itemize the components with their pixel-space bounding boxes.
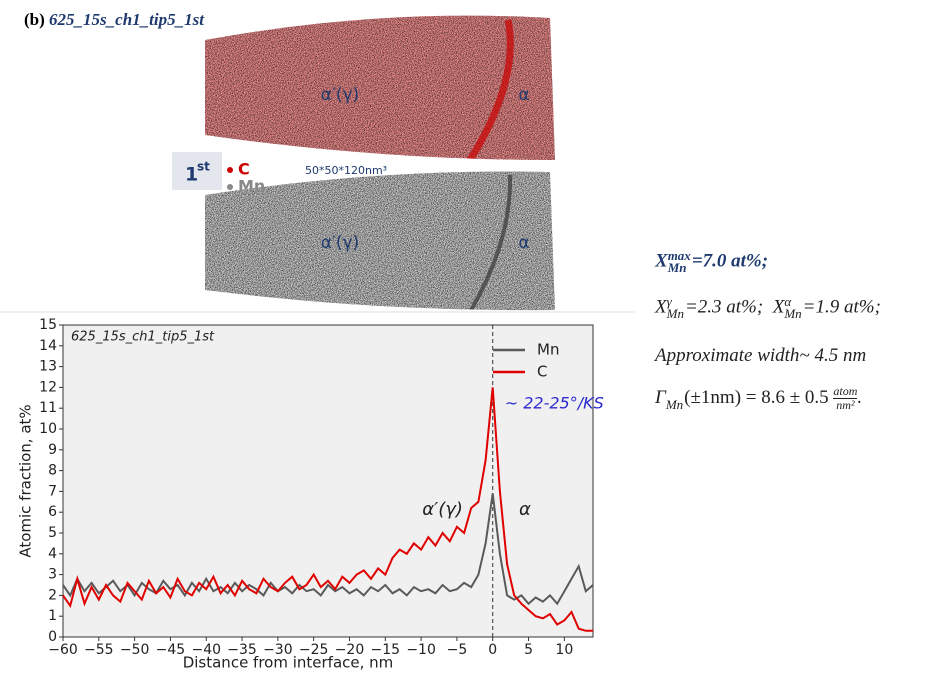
annotation: α′(γ) — [422, 499, 463, 520]
sub: Mn — [667, 260, 687, 275]
x-tick-label: −15 — [371, 642, 401, 658]
legend-label: C — [537, 363, 547, 381]
phase-label: α′(γ) — [321, 233, 359, 253]
value: =2.3 at%; — [684, 296, 764, 318]
legend-dot — [227, 184, 233, 190]
x-tick-label: −30 — [263, 642, 293, 658]
header: (b) 625_15s_ch1_tip5_1st — [24, 10, 204, 30]
y-tick-label: 4 — [48, 546, 57, 562]
y-tick-label: 10 — [39, 421, 57, 437]
x-tick-label: −10 — [406, 642, 436, 658]
phase-label: α — [518, 85, 529, 105]
chart: −60 −55 −50 −45 −40 −35 −30 −25 −20 −15 −10 −5 0 5 100… — [17, 317, 604, 672]
annotation: α — [519, 499, 531, 520]
y-tick-label: 12 — [39, 379, 57, 395]
x-tick-label: −5 — [447, 642, 468, 658]
tag-suffix: st — [197, 160, 210, 174]
x-tick-label: −25 — [299, 642, 329, 658]
y-tick-label: 14 — [39, 338, 57, 354]
y-tick-label: 9 — [48, 442, 57, 458]
value: =7.0 at%; — [691, 250, 769, 272]
value: =1.9 at%; — [802, 296, 881, 318]
x-tick-label: 5 — [524, 642, 533, 658]
y-tick-label: 2 — [48, 587, 57, 603]
denominator: nm² — [836, 398, 855, 412]
y-axis-label: Atomic fraction, at% — [17, 404, 35, 557]
x-tick-label: 10 — [555, 642, 573, 658]
x-tick-label: −50 — [120, 642, 150, 658]
x-axis-label: Distance from interface, nm — [183, 654, 394, 672]
punct: . — [857, 386, 863, 408]
formula: Approximate width~ 4.5 nm — [655, 345, 867, 366]
volume-size: 50*50*120nm³ — [305, 164, 387, 177]
y-tick-label: 7 — [48, 483, 57, 499]
inner-title: 625_15s_ch1_tip5_1st — [71, 330, 215, 345]
atom-map-mn — [205, 171, 555, 311]
x-tick-label: −20 — [335, 642, 365, 658]
header-title: 625_15s_ch1_tip5_1st — [49, 10, 204, 29]
sup: γ — [666, 294, 672, 309]
y-tick-label: 13 — [39, 359, 57, 375]
y-tick-label: 6 — [48, 504, 57, 520]
atom-map-c — [205, 15, 555, 160]
y-tick-label: 0 — [48, 629, 57, 645]
tag-box — [172, 152, 222, 190]
species-label: C — [238, 160, 250, 179]
sub: Mn — [665, 396, 684, 412]
numerator: atom — [833, 384, 858, 399]
x-tick-label: −60 — [48, 642, 78, 658]
sub: Mn — [784, 306, 802, 321]
y-tick-label: 8 — [48, 463, 57, 479]
series-line — [62, 387, 593, 632]
x-tick-label: −40 — [191, 642, 221, 658]
legend-dot — [227, 167, 233, 173]
value: (±1nm) = 8.6 ± 0.5 — [684, 386, 829, 408]
y-tick-label: 1 — [48, 608, 57, 624]
sup: α — [784, 294, 792, 309]
symbol: X — [655, 296, 667, 318]
x-tick-label: −45 — [156, 642, 186, 658]
annotation: ~ 22-25°/KS — [505, 394, 604, 413]
x-tick-label: 0 — [488, 642, 497, 658]
panel-label: (b) — [24, 10, 45, 29]
y-tick-label: 5 — [48, 525, 57, 541]
sub: Mn — [666, 306, 684, 321]
symbol: X — [655, 250, 668, 272]
x-tick-label: −35 — [227, 642, 257, 658]
phase-label: α — [518, 233, 529, 253]
symbol: Γ — [655, 386, 666, 408]
y-tick-label: 3 — [48, 567, 57, 583]
formula: Γ Mn (±1nm) = 8.6 ± 0.5 atom nm². — [655, 385, 862, 412]
x-tick-label: −55 — [84, 642, 114, 658]
phase-label: α′(γ) — [321, 85, 359, 105]
y-tick-label: 15 — [39, 317, 57, 333]
series-line — [62, 493, 594, 606]
tag-number: 1 — [185, 164, 198, 186]
y-tick-label: 11 — [39, 400, 57, 416]
sup: max — [667, 248, 691, 263]
species-label: Mn — [238, 177, 265, 196]
symbol: X — [772, 296, 785, 318]
legend-label: Mn — [537, 341, 559, 359]
